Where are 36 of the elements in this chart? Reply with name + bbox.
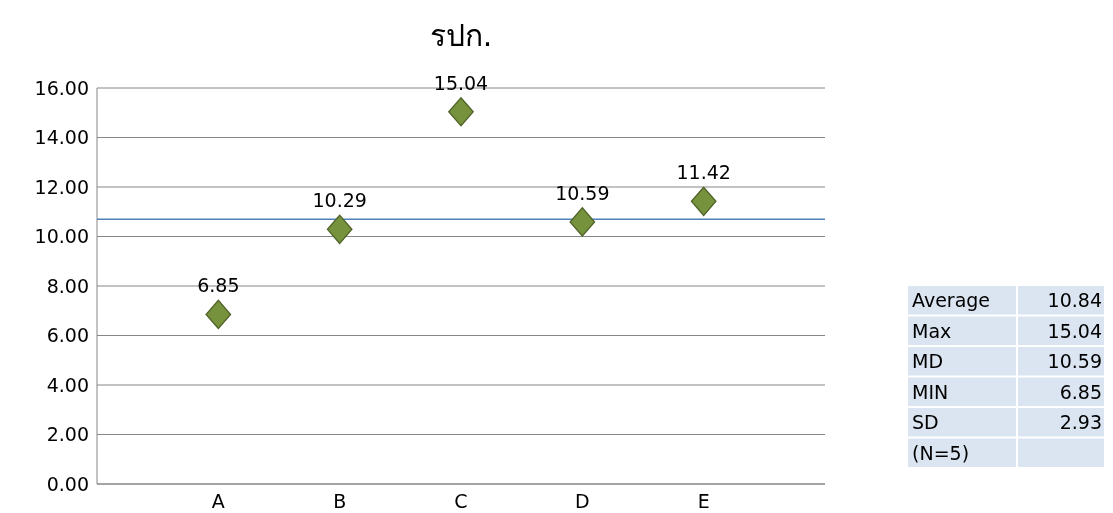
y-tick-label: 8.00 [46,274,89,297]
x-tick-label: A [211,490,225,512]
point [448,97,474,127]
text: 2.93 [1059,411,1102,433]
text: (N=5) [912,441,970,464]
x-tick-label: D [575,490,590,512]
point [205,299,232,330]
text: Average [912,289,991,311]
text: 10.84 [1047,289,1102,311]
data-label: 10.29 [312,189,367,212]
point [569,207,596,237]
text: 15.04 [1047,319,1102,342]
text: SD [912,411,939,433]
x-tick-label: C [454,490,468,512]
text: 6.85 [1059,380,1102,403]
y-tick-label: 12.00 [34,175,89,198]
text: MD [912,350,944,372]
text: Max [912,319,952,342]
y-tick-label: 10.00 [34,225,89,248]
y-tick-label: 0.00 [46,472,89,495]
y-tick-label: 2.00 [46,423,89,446]
data-label: 11.42 [676,161,731,184]
y-tick-label: 6.00 [46,324,89,347]
point [690,186,717,217]
data-label: 6.85 [197,274,240,297]
y-tick-label: 4.00 [46,373,89,396]
x-tick-label: E [697,490,710,512]
y-tick-label: 16.00 [34,76,89,99]
text: 10.59 [1047,350,1102,372]
x-tick-label: B [333,490,347,512]
point [326,214,353,245]
data-label: 10.59 [555,181,610,204]
chart-title: รปก. [429,18,493,53]
text: MIN [912,380,949,403]
data-label: 15.04 [433,71,489,94]
y-tick-label: 14.00 [34,126,89,149]
